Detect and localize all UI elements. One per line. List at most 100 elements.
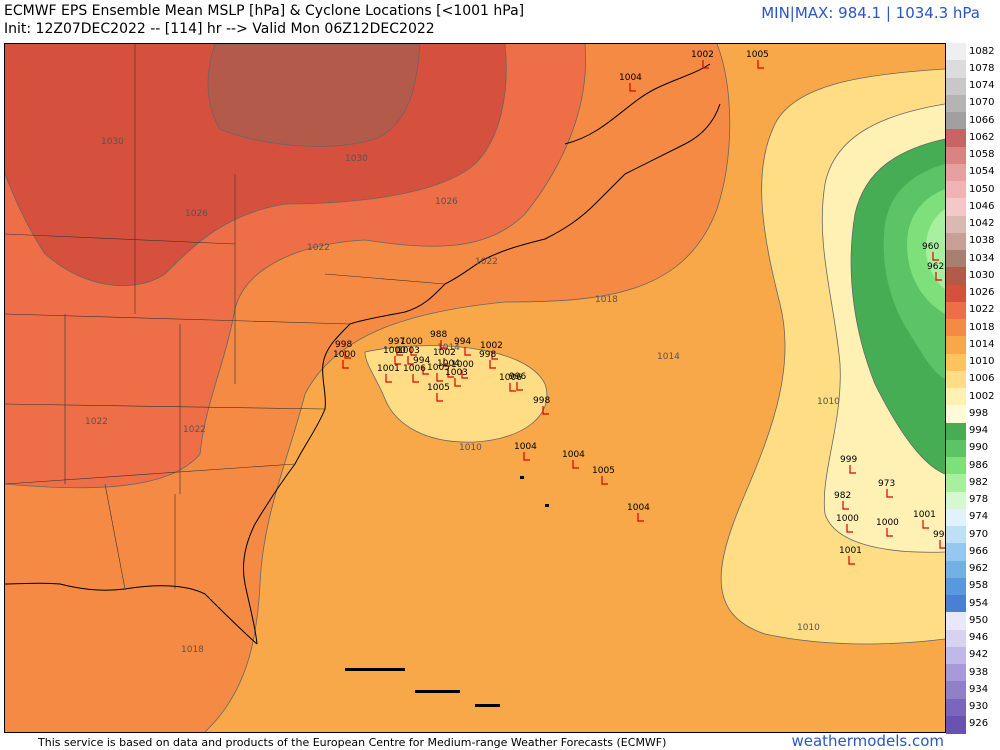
cyclone-pressure-label: 1006 xyxy=(499,373,522,383)
colorbar-label: 1082 xyxy=(969,45,995,57)
colorbar-label: 978 xyxy=(969,494,989,506)
cyclone-marker[interactable]: 998 xyxy=(479,350,496,369)
isobar-label: 1010 xyxy=(817,397,840,407)
cyclone-marker[interactable]: 1000 xyxy=(451,360,474,379)
colorbar-label: 1058 xyxy=(969,149,995,161)
colorbar-swatch xyxy=(946,457,966,475)
colorbar-label: 1014 xyxy=(969,338,995,350)
colorbar-swatch xyxy=(946,232,966,251)
cyclone-marker[interactable]: 1005 xyxy=(592,466,615,485)
cyclone-marker[interactable]: 1002 xyxy=(433,348,456,367)
cyclone-marker[interactable]: 988 xyxy=(430,330,447,349)
cyclone-pressure-label: 994 xyxy=(413,356,430,366)
colorbar-label: 1034 xyxy=(969,252,995,264)
cyclone-marker[interactable]: 1002 xyxy=(691,50,714,69)
colorbar-label: 1078 xyxy=(969,62,995,74)
cyclone-marker[interactable]: 962 xyxy=(927,262,944,281)
colorbar-swatch xyxy=(946,422,966,441)
cyclone-marker[interactable]: 1000 xyxy=(876,518,899,537)
cyclone-marker[interactable]: 1005 xyxy=(746,50,769,69)
cyclone-marker[interactable]: 1006 xyxy=(403,364,426,383)
brand-link[interactable]: weathermodels.com xyxy=(791,732,944,750)
colorbar-swatch xyxy=(946,163,966,182)
colorbar-label: 1054 xyxy=(969,166,995,178)
data-credit: This service is based on data and produc… xyxy=(38,736,667,749)
cyclone-marker[interactable]: 1004 xyxy=(580,44,603,47)
cyclone-marker[interactable]: 997 xyxy=(388,337,405,356)
cyclone-marker[interactable]: 973 xyxy=(878,479,895,498)
isobar-label: 1022 xyxy=(183,425,206,435)
cyclone-marker[interactable]: 994 xyxy=(413,356,430,375)
cyclone-pressure-label: 1003 xyxy=(445,368,468,378)
cyclone-pressure-label: 1001 xyxy=(913,510,936,520)
pressure-map[interactable]: 1030 1030 1026 1026 1022 1022 1018 1018 … xyxy=(4,43,946,733)
colorbar-swatch xyxy=(946,664,966,682)
cyclone-marker[interactable]: 1004 xyxy=(619,73,642,92)
isobar-label: 1014 xyxy=(657,352,680,362)
islands xyxy=(345,476,549,707)
cyclone-pressure-label: 1002 xyxy=(691,50,714,60)
colorbar-label: 926 xyxy=(969,718,989,730)
colorbar-label: 1022 xyxy=(969,304,995,316)
cyclone-marker[interactable]: 982 xyxy=(834,491,851,510)
cyclone-pressure-label: 988 xyxy=(430,330,447,340)
cyclone-marker[interactable]: 1004 xyxy=(514,442,537,461)
isobar-label: 1010 xyxy=(797,623,820,633)
cyclone-pressure-label: 1005 xyxy=(427,383,450,393)
cyclone-pressure-label: 962 xyxy=(927,262,944,272)
cyclone-marker[interactable]: 1004 xyxy=(437,359,460,378)
cyclone-pressure-label: 1000 xyxy=(400,337,423,347)
isobar-label: 1030 xyxy=(345,154,368,164)
isobar-label: 1026 xyxy=(185,209,208,219)
cyclone-marker[interactable]: 1000 xyxy=(400,337,423,356)
colorbar-label: 958 xyxy=(969,580,989,592)
cyclone-pressure-label: 994 xyxy=(454,337,471,347)
cyclone-marker[interactable]: 1000 xyxy=(383,346,406,365)
cyclone-marker[interactable]: 996 xyxy=(509,372,526,391)
cyclone-marker[interactable]: 998 xyxy=(335,340,352,359)
cyclone-pressure-label: 1005 xyxy=(592,466,615,476)
colorbar-swatch xyxy=(946,543,966,562)
pressure-colorbar xyxy=(946,43,966,734)
cyclone-marker[interactable]: 1001 xyxy=(377,364,400,383)
colorbar-label: 1050 xyxy=(969,183,995,195)
cyclone-marker[interactable]: 1003 xyxy=(397,346,420,365)
cyclone-marker[interactable]: 1001 xyxy=(913,510,936,529)
cyclone-marker[interactable]: 1004 xyxy=(627,503,650,522)
cyclone-marker[interactable]: 994 xyxy=(933,530,945,549)
cyclone-marker[interactable]: 1005 xyxy=(427,363,450,382)
isobar-labels: 1030 1030 1026 1026 1022 1022 1018 1018 … xyxy=(85,137,840,655)
colorbar-label: 938 xyxy=(969,666,989,678)
cyclone-marker[interactable]: 994 xyxy=(454,337,471,356)
colorbar-swatch xyxy=(946,267,966,286)
cyclone-marker[interactable]: 998 xyxy=(533,396,550,415)
cyclone-marker[interactable]: 1004 xyxy=(562,450,585,469)
colorbar-label: 998 xyxy=(969,407,989,419)
cyclone-pressure-label: 998 xyxy=(533,396,550,406)
cyclone-pressure-label: 998 xyxy=(479,350,496,360)
cyclone-pressure-label: 999 xyxy=(840,455,857,465)
colorbar-swatch xyxy=(946,595,966,613)
colorbar-label: 966 xyxy=(969,545,989,557)
field-1010-low xyxy=(365,345,547,443)
colorbar-swatch xyxy=(946,319,966,337)
cyclone-marker[interactable]: 1003 xyxy=(445,368,468,387)
colorbar-swatch xyxy=(946,250,966,268)
colorbar-swatch xyxy=(946,526,966,544)
cyclone-marker[interactable]: 1000 xyxy=(836,514,859,533)
cyclone-marker[interactable]: 960 xyxy=(922,242,939,261)
isobar-label: 1026 xyxy=(435,197,458,207)
cyclone-marker[interactable]: 999 xyxy=(840,455,857,474)
cyclone-pressure-label: 994 xyxy=(933,530,945,540)
colorbar-swatch xyxy=(946,146,966,165)
colorbar-label: 1070 xyxy=(969,97,995,109)
min-max-readout: MIN|MAX: 984.1 | 1034.3 hPa xyxy=(761,4,980,22)
cyclone-pressure-label: 1004 xyxy=(437,359,460,369)
cyclone-marker[interactable]: 1002 xyxy=(480,341,503,360)
cyclone-pressure-label: 982 xyxy=(834,491,851,501)
cyclone-marker[interactable]: 1005 xyxy=(427,383,450,402)
colorbar-label: 1026 xyxy=(969,287,995,299)
cyclone-pressure-label: 1000 xyxy=(836,514,859,524)
cyclone-marker[interactable]: 1001 xyxy=(839,546,862,565)
cyclone-marker[interactable]: 1006 xyxy=(499,373,522,392)
